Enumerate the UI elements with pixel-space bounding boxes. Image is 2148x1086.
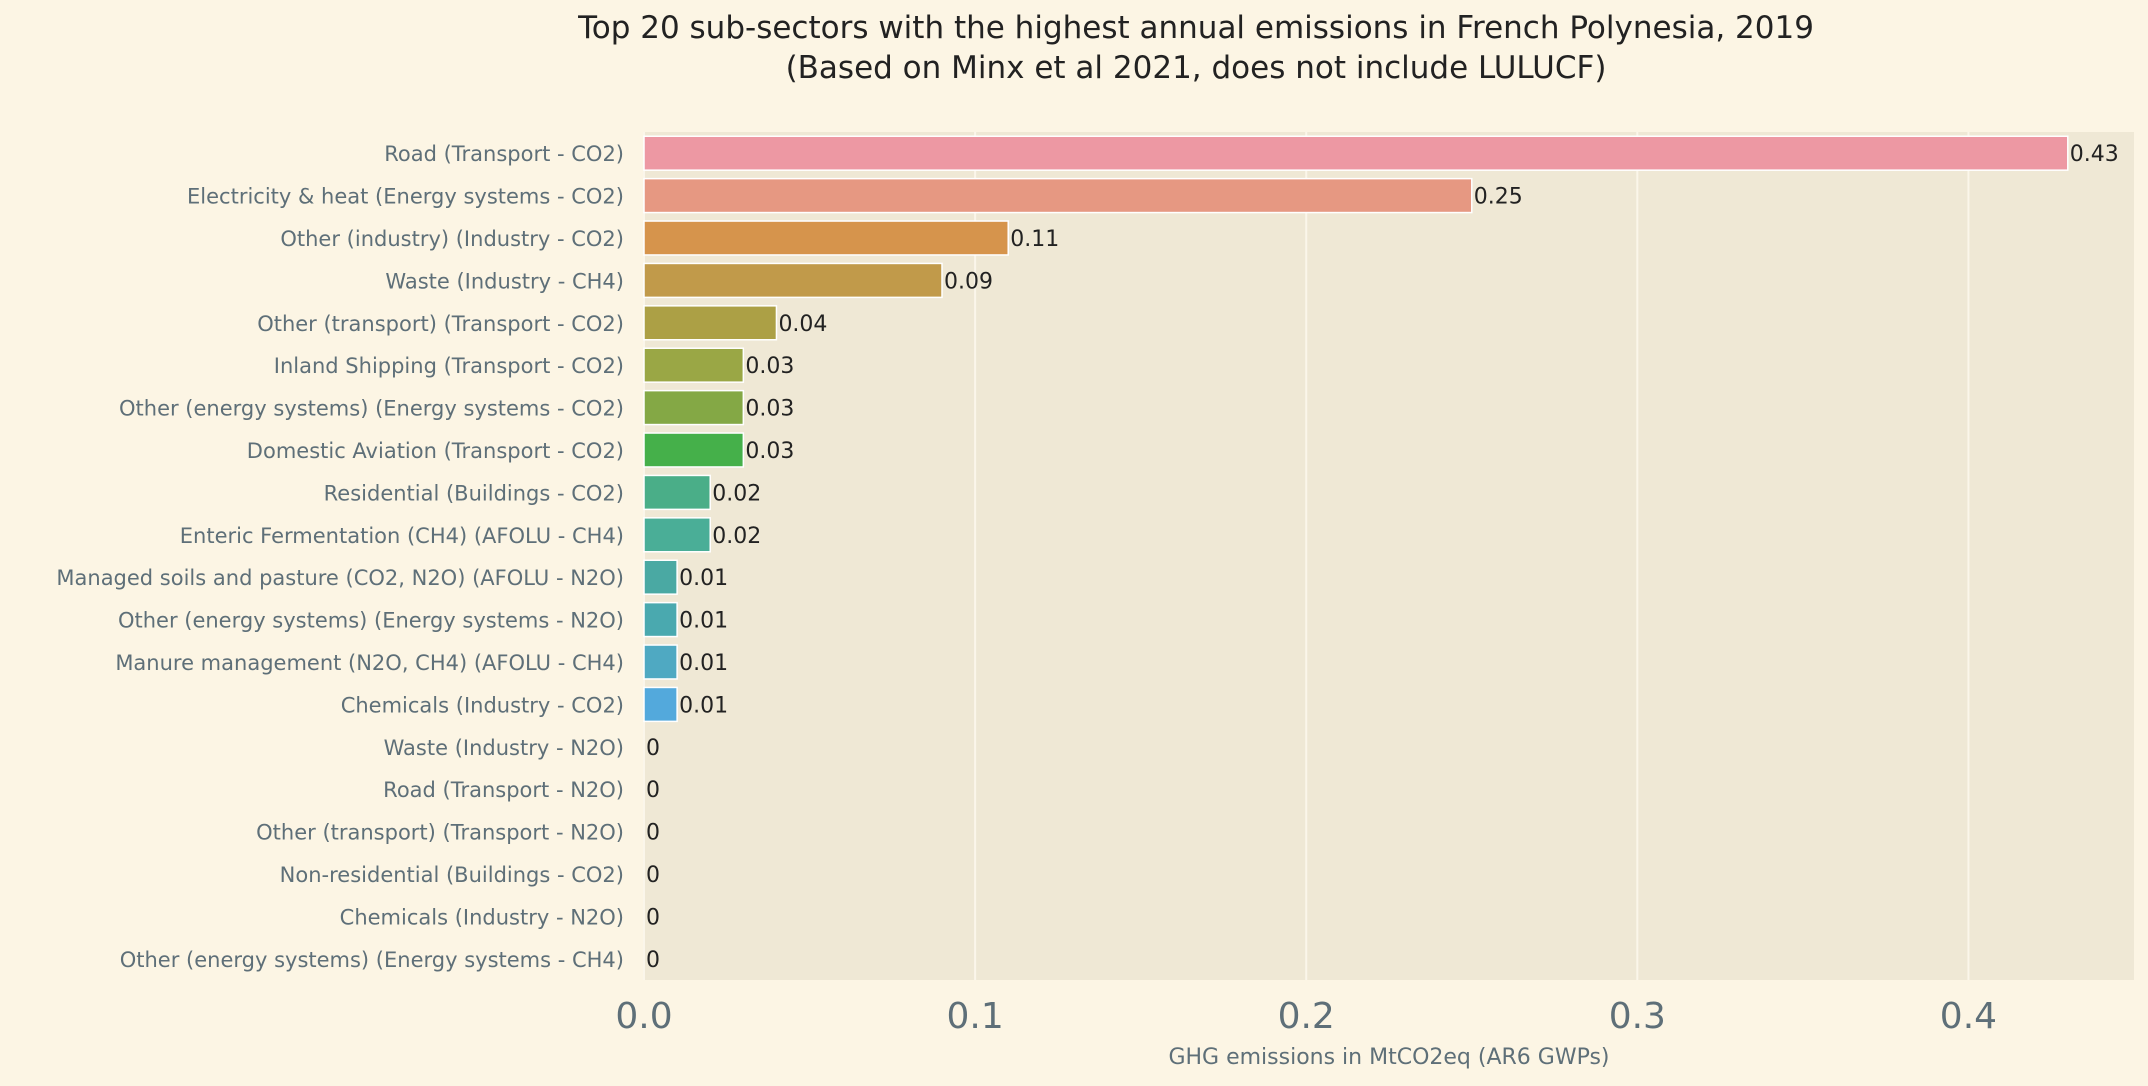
chart-title: Top 20 sub-sectors with the highest annu… <box>577 10 1814 46</box>
bar <box>643 177 1473 214</box>
category-label: Enteric Fermentation (CH4) (AFOLU - CH4) <box>180 524 624 548</box>
x-tick-label: 0.4 <box>1940 996 1997 1037</box>
value-labels: 0.43 0.25 0.11 0.09 0.04 0.03 0.03 0.03 0.02 0.02… <box>646 142 2119 973</box>
value-label: 0 <box>646 948 660 973</box>
plot-background <box>644 132 2134 980</box>
value-label: 0.01 <box>679 609 728 634</box>
value-label: 0.25 <box>1474 185 1523 210</box>
value-label: 0 <box>646 863 660 888</box>
category-label: Electricity & heat (Energy systems - CO2… <box>187 185 624 209</box>
x-tick-label: 0.1 <box>946 996 1003 1037</box>
bar <box>643 347 745 383</box>
category-label: Domestic Aviation (Transport - CO2) <box>247 439 624 463</box>
category-label: Road (Transport - CO2) <box>384 142 624 166</box>
x-tick-label: 0.2 <box>1278 996 1335 1037</box>
x-tick-labels: 0.0 0.1 0.2 0.3 0.4 <box>615 996 1997 1037</box>
value-label: 0.02 <box>712 481 761 506</box>
value-label: 0.11 <box>1010 227 1059 252</box>
bar <box>643 559 678 595</box>
category-label: Road (Transport - N2O) <box>383 778 624 802</box>
category-label: Residential (Buildings - CO2) <box>324 481 624 505</box>
category-labels: Road (Transport - CO2) Electricity & heat… <box>56 142 624 972</box>
value-label: 0.01 <box>679 566 728 591</box>
bar <box>643 517 711 553</box>
category-label: Waste (Industry - CH4) <box>385 269 624 293</box>
value-label: 0 <box>646 736 660 761</box>
value-label: 0 <box>646 905 660 930</box>
category-label: Managed soils and pasture (CO2, N2O) (AF… <box>56 566 624 590</box>
x-tick-label: 0.0 <box>615 996 672 1037</box>
category-label: Other (transport) (Transport - N2O) <box>256 821 624 845</box>
bar <box>643 305 778 341</box>
x-tick-label: 0.3 <box>1609 996 1666 1037</box>
category-label: Other (transport) (Transport - CO2) <box>257 312 624 336</box>
chart-subtitle: (Based on Minx et al 2021, does not incl… <box>786 50 1607 86</box>
category-label: Other (industry) (Industry - CO2) <box>280 227 624 251</box>
value-label: 0.03 <box>745 397 794 422</box>
category-label: Other (energy systems) (Energy systems -… <box>119 397 624 421</box>
value-label: 0 <box>646 821 660 846</box>
category-label: Other (energy systems) (Energy systems -… <box>120 948 624 972</box>
bars <box>643 135 2069 723</box>
bar <box>643 686 678 723</box>
gridlines <box>643 132 1970 980</box>
value-label: 0.43 <box>2070 142 2119 167</box>
category-label: Inland Shipping (Transport - CO2) <box>274 354 624 378</box>
value-label: 0.01 <box>679 651 728 676</box>
category-label: Chemicals (Industry - CO2) <box>341 693 624 717</box>
value-label: 0.04 <box>778 312 827 337</box>
value-label: 0.01 <box>679 693 728 718</box>
bar <box>643 432 745 468</box>
bar <box>643 135 2069 171</box>
value-label: 0.02 <box>712 524 761 549</box>
category-label: Chemicals (Industry - N2O) <box>340 905 624 929</box>
bar <box>643 601 678 638</box>
category-label: Other (energy systems) (Energy systems -… <box>118 609 624 633</box>
bar <box>643 474 711 511</box>
category-label: Waste (Industry - N2O) <box>384 736 624 760</box>
value-label: 0.03 <box>745 439 794 464</box>
bar <box>643 220 1009 256</box>
x-axis-label: GHG emissions in MtCO2eq (AR6 GWPs) <box>1168 1045 1609 1070</box>
value-label: 0.09 <box>944 269 993 294</box>
value-label: 0 <box>646 778 660 803</box>
category-label: Manure management (N2O, CH4) (AFOLU - CH… <box>115 651 624 675</box>
bar <box>643 389 745 426</box>
bar <box>643 262 943 299</box>
bar <box>643 644 678 680</box>
category-label: Non-residential (Buildings - CO2) <box>280 863 624 887</box>
value-label: 0.03 <box>745 354 794 379</box>
